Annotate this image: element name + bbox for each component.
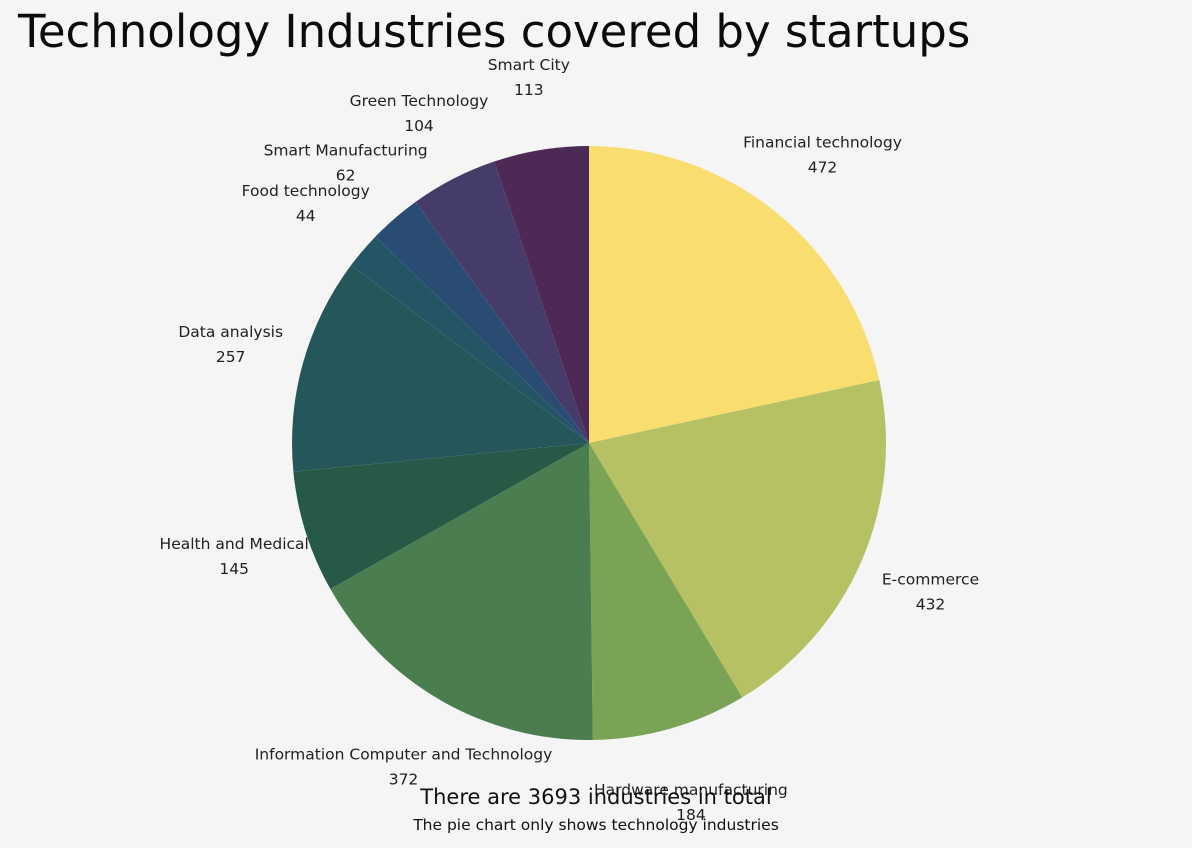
- slice-label-financial-technology: Financial technology: [743, 133, 902, 151]
- slice-value-data-analysis: 257: [216, 348, 246, 366]
- slice-value-e-commerce: 432: [916, 596, 946, 614]
- slice-label-data-analysis: Data analysis: [178, 323, 283, 341]
- pie-slice-hardware-manufacturing: [589, 443, 743, 740]
- slice-value-food-technology: 44: [296, 207, 316, 225]
- slice-label-smart-manufacturing: Smart Manufacturing: [264, 142, 428, 160]
- note-caption: The pie chart only shows technology indu…: [413, 816, 779, 834]
- slice-label-information-computer-and-technology: Information Computer and Technology: [255, 746, 553, 764]
- slice-label-health-and-medical: Health and Medical: [160, 535, 309, 553]
- total-caption: There are 3693 industries in total: [420, 785, 772, 809]
- pie-slices: [292, 146, 887, 741]
- pie-slice-green-technology: [415, 161, 589, 444]
- slice-label-e-commerce: E-commerce: [882, 571, 979, 589]
- slice-value-health-and-medical: 145: [219, 560, 249, 578]
- pie-slice-food-technology: [351, 236, 589, 443]
- slice-value-smart-manufacturing: 62: [336, 167, 356, 185]
- pie-slice-smart-manufacturing: [375, 201, 589, 443]
- pie-slice-data-analysis: [292, 265, 589, 472]
- pie-labels: Financial technology 472 E-commerce 432 Hard…: [160, 56, 980, 824]
- pie-slice-health-and-medical: [293, 443, 589, 590]
- slice-value-information-computer-and-technology: 372: [389, 771, 419, 789]
- pie-slice-financial-technology: [589, 146, 880, 443]
- slice-label-hardware-manufacturing: Hardware manufacturing: [594, 781, 788, 799]
- pie-slice-e-commerce: [589, 380, 887, 698]
- slice-value-hardware-manufacturing: 184: [676, 806, 706, 824]
- pie-slice-information-computer-and-technology: [330, 443, 593, 741]
- slice-label-smart-city: Smart City: [488, 56, 570, 74]
- chart-title: Technology Industries covered by startup…: [18, 5, 971, 58]
- slice-value-smart-city: 113: [514, 81, 544, 99]
- pie-slice-smart-city: [494, 146, 589, 443]
- slice-value-green-technology: 104: [404, 117, 434, 135]
- slice-label-green-technology: Green Technology: [350, 92, 489, 110]
- slice-value-financial-technology: 472: [808, 158, 838, 176]
- slice-label-food-technology: Food technology: [242, 182, 370, 200]
